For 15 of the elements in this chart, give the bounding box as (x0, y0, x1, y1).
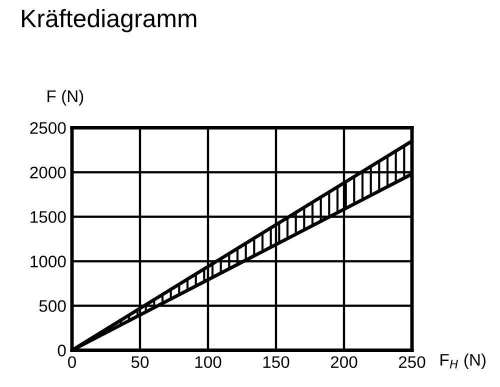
x-tick-label: 150 (263, 356, 290, 368)
y-axis-title: F (N) (48, 90, 84, 106)
y-tick-label: 0 (58, 344, 66, 356)
x-tick-label: 250 (398, 356, 426, 368)
y-tick-label: 1500 (30, 211, 66, 223)
y-tick-label: 1000 (30, 256, 66, 268)
x-tick-label: 200 (330, 356, 358, 368)
chart-title: Kräftediagramm (22, 8, 196, 32)
y-tick-label: 500 (39, 300, 66, 312)
x-tick-label: 100 (195, 356, 222, 368)
y-tick-label: 2000 (30, 166, 66, 178)
x-tick-label: 0 (68, 356, 76, 368)
x-axis-title: F$_{H}$ (N) (440, 354, 486, 370)
x-tick-label: 50 (131, 356, 149, 368)
y-tick-label: 2500 (30, 122, 66, 134)
